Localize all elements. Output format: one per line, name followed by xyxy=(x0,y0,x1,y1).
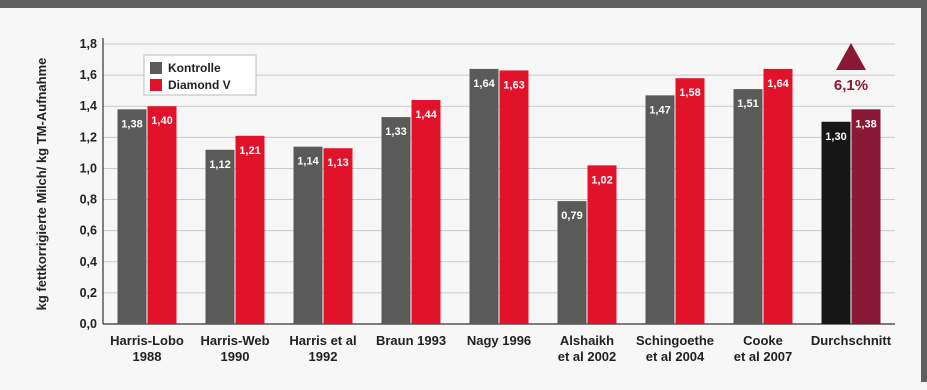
bar-diamond-v xyxy=(411,100,441,324)
legend-label: Kontrolle xyxy=(168,61,221,75)
bar-diamond-v xyxy=(675,78,705,324)
bar-value-label: 1,63 xyxy=(503,79,524,91)
legend-box xyxy=(143,54,257,96)
y-tick-label: 1,0 xyxy=(80,161,97,175)
bar-kontrolle xyxy=(381,117,411,324)
bar-value-label: 1,58 xyxy=(679,87,700,99)
legend-label: Diamond V xyxy=(168,78,231,92)
bar-kontrolle xyxy=(821,121,851,325)
bar-value-label: 1,40 xyxy=(151,115,172,127)
y-tick-label: 0,4 xyxy=(80,255,97,269)
bar-diamond-v xyxy=(763,68,793,324)
bar-value-label: 1,12 xyxy=(209,159,230,171)
x-tick-label: Durchschnitt xyxy=(811,333,892,348)
annotation-label: 6,1% xyxy=(834,77,868,94)
bar-value-label: 1,30 xyxy=(825,131,846,143)
bar-value-label: 1,38 xyxy=(121,118,142,130)
y-tick-label: 1,4 xyxy=(80,99,97,113)
bar-value-label: 1,33 xyxy=(385,126,406,138)
y-axis-label: kg fettkorrigierte Milch/ kg TM-Aufnahme xyxy=(34,58,49,311)
bar-value-label: 1,47 xyxy=(649,104,670,116)
x-tick-label: Nagy 1996 xyxy=(467,333,531,348)
bar-kontrolle xyxy=(733,89,763,324)
x-tick-label: 1990 xyxy=(221,349,250,364)
bar-diamond-v xyxy=(235,135,265,324)
legend-swatch-kontrolle xyxy=(150,62,162,74)
bar-value-label: 1,38 xyxy=(855,118,876,130)
x-tick-label: Cooke xyxy=(743,333,783,348)
bar-kontrolle xyxy=(205,149,235,324)
bar-diamond-v xyxy=(851,109,881,324)
y-tick-label: 1,6 xyxy=(80,68,97,82)
x-tick-label: Braun 1993 xyxy=(376,333,446,348)
x-tick-label: et al 2007 xyxy=(734,349,793,364)
bar-value-label: 1,51 xyxy=(737,98,758,110)
bar-chart: 0,0 0,2 0,4 0,6 0,8 1,0 1,2 1,4 1,6 1,8 kg fettkor… xyxy=(34,37,895,364)
bar-value-label: 1,44 xyxy=(415,109,437,121)
y-tick-label: 1,8 xyxy=(80,37,97,51)
bar-value-label: 1,64 xyxy=(473,78,495,90)
bar-diamond-v xyxy=(147,106,177,324)
bar-diamond-v xyxy=(587,165,617,324)
legend-swatch-diamond-v xyxy=(150,79,162,91)
bar-diamond-v xyxy=(499,70,529,324)
bar-value-label: 1,02 xyxy=(591,174,612,186)
bar-kontrolle xyxy=(645,95,675,324)
x-tick-label: et al 2002 xyxy=(558,349,617,364)
x-tick-label: et al 2004 xyxy=(646,349,705,364)
x-tick-label: Harris et al xyxy=(289,333,356,348)
x-tick-label: Harris-Lobo xyxy=(110,333,184,348)
bar-kontrolle xyxy=(469,68,499,324)
x-tick-label: Harris-Web xyxy=(200,333,269,348)
x-tick-label: Schingoethe xyxy=(636,333,714,348)
bar-value-label: 0,79 xyxy=(561,210,582,222)
bar-kontrolle xyxy=(557,201,587,324)
y-tick-label: 0,0 xyxy=(80,317,97,331)
triangle-up-icon xyxy=(836,43,866,70)
bar-value-label: 1,64 xyxy=(767,78,789,90)
bar-diamond-v xyxy=(323,148,353,324)
x-tick-label: 1992 xyxy=(309,349,338,364)
bar-value-label: 1,14 xyxy=(297,156,319,168)
chart-frame: 0,0 0,2 0,4 0,6 0,8 1,0 1,2 1,4 1,6 1,8 kg fettkor… xyxy=(0,0,927,382)
bar-value-label: 1,21 xyxy=(239,145,260,157)
bar-value-label: 1,13 xyxy=(327,157,348,169)
bar-kontrolle xyxy=(293,146,323,324)
y-tick-label: 0,8 xyxy=(80,193,97,207)
bar-kontrolle xyxy=(117,109,147,324)
y-tick-label: 0,6 xyxy=(80,224,97,238)
y-tick-label: 1,2 xyxy=(80,130,97,144)
y-tick-label: 0,2 xyxy=(80,286,97,300)
x-tick-label: Alshaikh xyxy=(560,333,614,348)
x-tick-label: 1988 xyxy=(133,349,162,364)
